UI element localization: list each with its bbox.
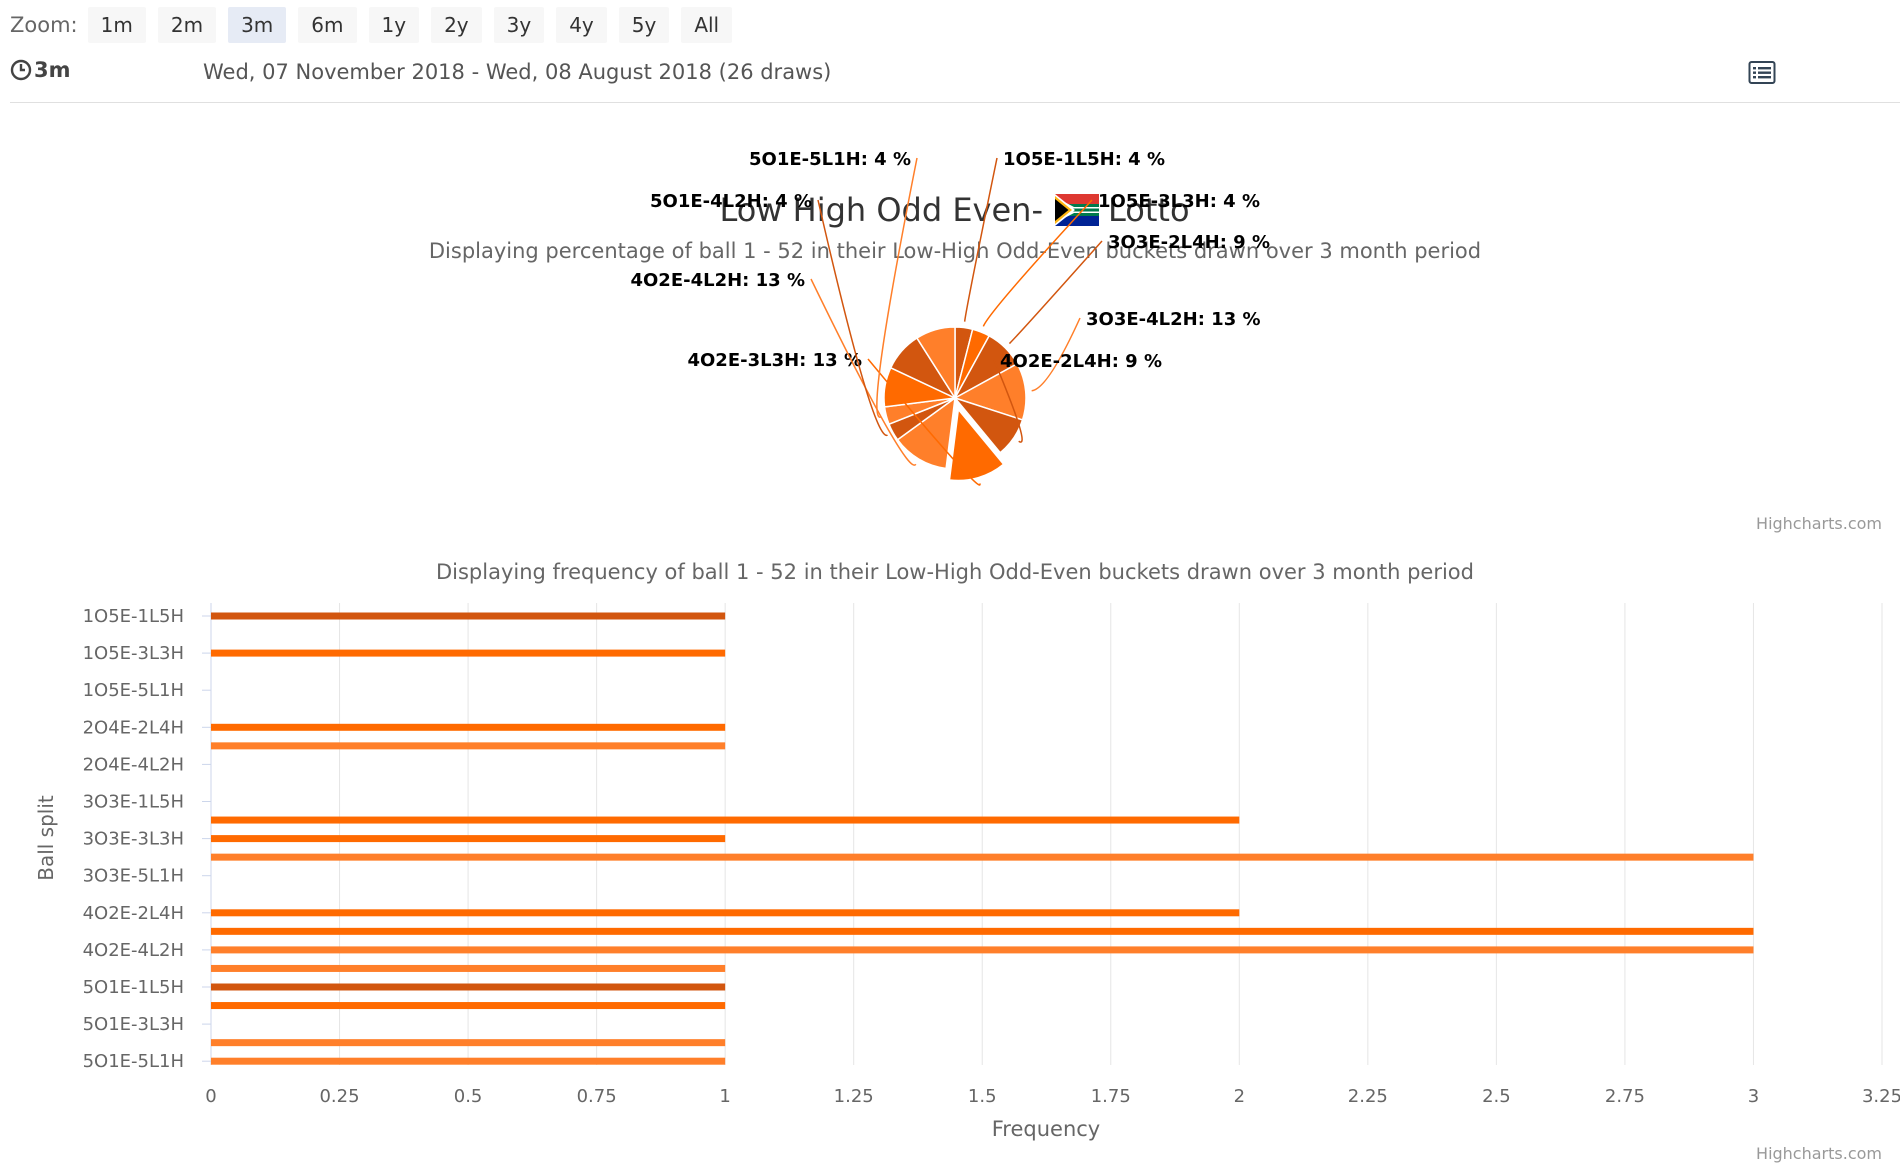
zoom-2y-button[interactable]: 2y [431, 7, 482, 43]
pie-data-label: 1O5E-1L5H: 4 % [1003, 149, 1165, 170]
bar-subtitle: Displaying frequency of ball 1 - 52 in t… [436, 560, 1474, 584]
pie-chart: Low High Odd Even- Lotto Displaying perc… [429, 149, 1882, 533]
bar-x-tick-label: 2 [1234, 1086, 1245, 1107]
bar-x-tick-label: 0.25 [319, 1086, 359, 1107]
bar[interactable] [211, 946, 1754, 954]
bar-category-label: 4O2E-2L4H [83, 903, 184, 924]
bar-x-tick-label: 2.25 [1348, 1086, 1388, 1107]
pie-data-label: 4O2E-3L3H: 13 % [687, 350, 862, 371]
bar[interactable] [211, 742, 726, 750]
pie-data-label: 3O3E-2L4H: 9 % [1108, 232, 1270, 253]
bar-x-tick-label: 1.5 [968, 1086, 997, 1107]
bar-category-label: 4O2E-4L2H [83, 940, 184, 961]
pie-connector [982, 199, 1093, 327]
zoom-1y-button[interactable]: 1y [368, 7, 420, 43]
bar-x-tick-label: 0.75 [577, 1086, 617, 1107]
bar[interactable] [211, 649, 726, 657]
bar-category-label: 5O1E-5L1H [83, 1051, 184, 1072]
zoom-5y-button[interactable]: 5y [618, 7, 670, 43]
zoom-3m-button[interactable]: 3m [228, 7, 287, 43]
bar-category-label: 1O5E-5L1H [83, 680, 184, 701]
bar-category-label: 1O5E-1L5H [83, 606, 184, 627]
zoom-all-button[interactable]: All [681, 7, 733, 43]
bar-x-tick-label: 0 [205, 1086, 216, 1107]
zoom-2m-button[interactable]: 2m [157, 7, 217, 43]
pie-connector [993, 359, 1023, 443]
pie-connector [810, 278, 917, 466]
bar[interactable] [211, 1039, 726, 1047]
bar[interactable] [211, 1002, 726, 1010]
bar-category-label: 3O3E-1L5H [83, 792, 184, 813]
pie-connector [963, 157, 998, 322]
bar-category-label: 2O4E-4L2H [83, 754, 184, 775]
list-view-icon[interactable] [1748, 60, 1776, 86]
bar[interactable] [211, 835, 726, 843]
pie-data-label: 5O1E-4L2H: 4 % [650, 191, 812, 212]
bar-x-axis-title: Frequency [992, 1117, 1101, 1141]
bar-x-tick-label: 2.75 [1605, 1086, 1645, 1107]
charts-area: Low High Odd Even- Lotto Displaying perc… [34, 149, 1900, 1163]
zoom-1m-button[interactable]: 1m [87, 7, 146, 43]
period-indicator: 3m [10, 58, 71, 82]
bar-chart: Displaying frequency of ball 1 - 52 in t… [34, 560, 1900, 1163]
bar[interactable] [211, 909, 1240, 917]
bar[interactable] [211, 853, 1754, 861]
bar-category-label: 5O1E-1L5H [83, 977, 184, 998]
bar[interactable] [211, 927, 1754, 935]
pie-slice-4o2e-2l4h[interactable] [952, 396, 1024, 454]
bar-category-label: 2O4E-2L4H [83, 717, 184, 738]
bar-x-tick-label: 1 [719, 1086, 730, 1107]
pie-connector [867, 358, 981, 486]
pie-connector [1008, 240, 1103, 345]
pie-subtitle: Displaying percentage of ball 1 - 52 in … [429, 239, 1481, 263]
zoom-6m-button[interactable]: 6m [298, 7, 357, 43]
bar-x-tick-label: 0.5 [454, 1086, 483, 1107]
bar[interactable] [211, 983, 726, 991]
bar-x-tick-label: 2.5 [1482, 1086, 1511, 1107]
pie-slice-3o3e-4l2h[interactable] [953, 362, 1027, 421]
bar[interactable] [211, 612, 726, 620]
bar-y-axis-title: Ball split [34, 795, 58, 881]
bar-x-tick-label: 1.75 [1091, 1086, 1131, 1107]
pie-slice-4o2e-3l3h[interactable] [948, 407, 1005, 482]
pie-credits: Highcharts.com [1756, 514, 1882, 533]
bar-category-label: 3O3E-3L3H [83, 829, 184, 850]
pie-slice[interactable] [915, 326, 956, 401]
bar-credits: Highcharts.com [1756, 1144, 1882, 1163]
bar-category-label: 1O5E-3L3H [83, 643, 184, 664]
pie-data-label: 4O2E-4L2H: 13 % [630, 270, 805, 291]
pie-slice-4o2e-4l2h[interactable] [896, 396, 956, 470]
period-label: 3m [34, 58, 71, 82]
header-divider [10, 102, 1900, 103]
bar-category-label: 5O1E-3L3H [83, 1014, 184, 1035]
bar[interactable] [211, 964, 726, 972]
south-africa-flag-icon [1055, 194, 1099, 226]
bar-x-tick-label: 3 [1748, 1086, 1759, 1107]
zoom-label: Zoom: [10, 13, 78, 37]
bar-x-tick-label: 1.25 [834, 1086, 874, 1107]
pie-data-label: 3O3E-4L2H: 13 % [1086, 309, 1261, 330]
zoom-3y-button[interactable]: 3y [493, 7, 545, 43]
pie-data-label: 4O2E-2L4H: 9 % [1000, 351, 1162, 372]
zoom-toolbar: Zoom: 1m 2m 3m 6m 1y 2y 3y 4y 5y All [10, 7, 744, 43]
date-range: Wed, 07 November 2018 - Wed, 08 August 2… [203, 60, 832, 84]
bar-x-tick-label: 3.25 [1862, 1086, 1900, 1107]
pie-data-label: 1O5E-3L3H: 4 % [1098, 191, 1260, 212]
clock-icon [10, 59, 32, 81]
zoom-4y-button[interactable]: 4y [556, 7, 607, 43]
bar[interactable] [211, 723, 726, 731]
pie-data-label: 5O1E-5L1H: 4 % [749, 149, 911, 170]
pie-connector [1031, 317, 1081, 392]
pie-connector [876, 157, 918, 418]
pie-connector [817, 199, 888, 436]
bar-category-label: 3O3E-5L1H [83, 866, 184, 887]
bar[interactable] [211, 1057, 726, 1065]
pie-title-suffix: Lotto [1108, 191, 1190, 229]
bar[interactable] [211, 816, 1240, 824]
